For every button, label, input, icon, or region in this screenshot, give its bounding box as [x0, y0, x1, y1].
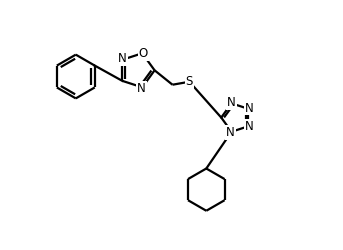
- Text: N: N: [245, 120, 253, 133]
- Text: N: N: [137, 82, 146, 94]
- Text: S: S: [186, 75, 193, 88]
- Text: O: O: [139, 47, 148, 60]
- Text: N: N: [226, 126, 235, 139]
- Text: N: N: [245, 102, 253, 114]
- Text: N: N: [118, 52, 127, 65]
- Text: N: N: [227, 96, 236, 109]
